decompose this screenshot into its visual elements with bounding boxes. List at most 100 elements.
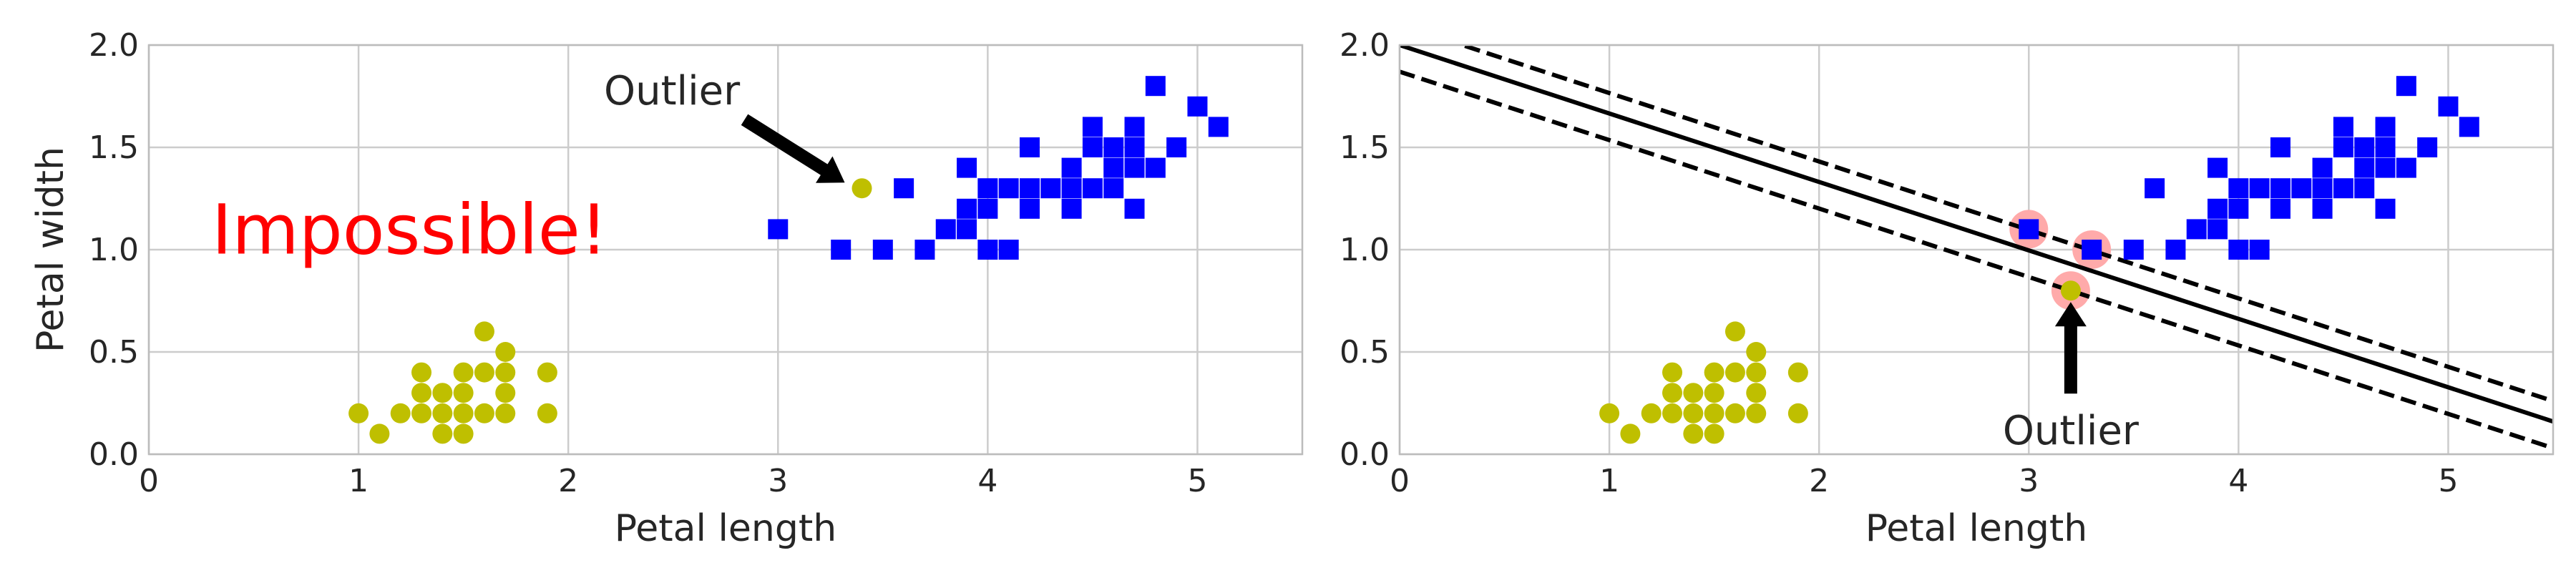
- left-outlier-arrow: [741, 114, 845, 183]
- square-point: [2438, 96, 2459, 117]
- circle-point: [1787, 362, 1808, 383]
- y-tick-label: 0.5: [1340, 334, 1390, 371]
- margin-line: [1455, 45, 2553, 403]
- circle-point: [474, 403, 494, 423]
- square-point: [1061, 178, 1082, 199]
- circle-point: [453, 423, 474, 444]
- x-tick-label: 5: [2438, 463, 2458, 499]
- impossible-annotation: Impossible!: [212, 190, 608, 270]
- square-point: [2228, 178, 2249, 199]
- circle-point: [1599, 403, 1620, 423]
- square-point: [2207, 198, 2228, 219]
- y-tick-label: 0.0: [1340, 436, 1390, 473]
- square-point: [977, 198, 998, 219]
- square-point: [1187, 96, 1208, 117]
- circle-point: [1746, 403, 1767, 423]
- square-point: [1124, 198, 1145, 219]
- square-point: [2082, 240, 2102, 260]
- square-point: [957, 157, 977, 178]
- x-tick-label: 2: [1809, 463, 1829, 499]
- circle-point: [1683, 423, 1704, 444]
- square-point: [2270, 198, 2290, 219]
- circle-point: [1787, 403, 1808, 423]
- square-point: [1145, 157, 1166, 178]
- circle-point: [1704, 423, 1724, 444]
- circle-point: [1704, 383, 1724, 403]
- circle-point: [1620, 423, 1641, 444]
- x-tick-label: 1: [348, 463, 369, 499]
- left-x-axis-label: Petal length: [615, 507, 836, 550]
- square-point: [1103, 157, 1124, 178]
- square-point: [1082, 178, 1103, 199]
- square-point: [2019, 219, 2039, 240]
- circle-point: [1746, 362, 1767, 383]
- left-x-tick-labels: 0 1 2 3 4 5: [139, 463, 1207, 499]
- square-point: [2165, 240, 2186, 260]
- left-y-axis-label: Petal width: [29, 147, 72, 353]
- circle-point: [1683, 383, 1704, 403]
- y-tick-label: 1.0: [89, 232, 139, 268]
- circle-point: [1641, 403, 1662, 423]
- x-tick-label: 1: [1599, 463, 1619, 499]
- decision-boundary-line: [1400, 45, 2553, 424]
- square-point: [2396, 157, 2416, 178]
- square-point: [1124, 157, 1145, 178]
- square-point: [894, 178, 914, 199]
- circle-point: [474, 362, 494, 383]
- circle-point: [1724, 362, 1745, 383]
- square-point: [1208, 117, 1229, 137]
- square-point: [2145, 178, 2165, 199]
- square-point: [977, 240, 998, 260]
- left-outlier-annotation: Outlier: [604, 68, 741, 114]
- right-axes-frame: [1398, 44, 2555, 456]
- square-point: [872, 240, 893, 260]
- x-tick-label: 5: [1187, 463, 1207, 499]
- square-point: [2123, 240, 2144, 260]
- y-tick-label: 1.5: [1340, 129, 1390, 166]
- circle-point: [411, 383, 432, 403]
- square-point: [1124, 137, 1145, 157]
- square-point: [977, 178, 998, 199]
- left-y-tick-labels: 0.0 0.5 1.0 1.5 2.0: [89, 27, 139, 473]
- x-tick-label: 0: [139, 463, 159, 499]
- circle-point: [495, 362, 516, 383]
- y-tick-label: 0.0: [89, 436, 139, 473]
- x-tick-label: 4: [2228, 463, 2248, 499]
- square-point: [2270, 137, 2290, 157]
- circle-point: [453, 383, 474, 403]
- square-point: [1019, 137, 1040, 157]
- y-tick-label: 2.0: [1340, 27, 1390, 64]
- square-point: [2312, 178, 2333, 199]
- circle-point: [474, 321, 494, 342]
- circle-point: [411, 403, 432, 423]
- square-point: [2375, 198, 2396, 219]
- square-point: [1166, 137, 1187, 157]
- x-tick-label: 0: [1390, 463, 1410, 499]
- circle-point: [1662, 362, 1683, 383]
- square-point: [2375, 117, 2396, 137]
- square-point: [2291, 178, 2312, 199]
- square-point: [831, 240, 852, 260]
- x-tick-label: 2: [558, 463, 578, 499]
- circle-point: [537, 403, 557, 423]
- x-tick-label: 4: [977, 463, 997, 499]
- circle-point: [495, 403, 516, 423]
- square-point: [2207, 219, 2228, 240]
- square-point: [2333, 178, 2353, 199]
- square-point: [2333, 137, 2353, 157]
- right-outlier-annotation: Outlier: [2003, 408, 2140, 454]
- square-point: [1061, 157, 1082, 178]
- arrow-shape: [2054, 302, 2087, 394]
- square-point: [1061, 198, 1082, 219]
- circle-point: [411, 362, 432, 383]
- square-point: [2228, 240, 2249, 260]
- y-tick-label: 2.0: [89, 27, 139, 64]
- right-outlier-arrow: [2054, 302, 2087, 394]
- square-point: [935, 219, 956, 240]
- circle-point: [495, 383, 516, 403]
- right-x-axis-label: Petal length: [1865, 507, 2087, 550]
- right-decision-lines: [1400, 45, 2553, 451]
- square-point: [2396, 76, 2416, 97]
- square-point: [998, 240, 1019, 260]
- circle-point: [537, 362, 557, 383]
